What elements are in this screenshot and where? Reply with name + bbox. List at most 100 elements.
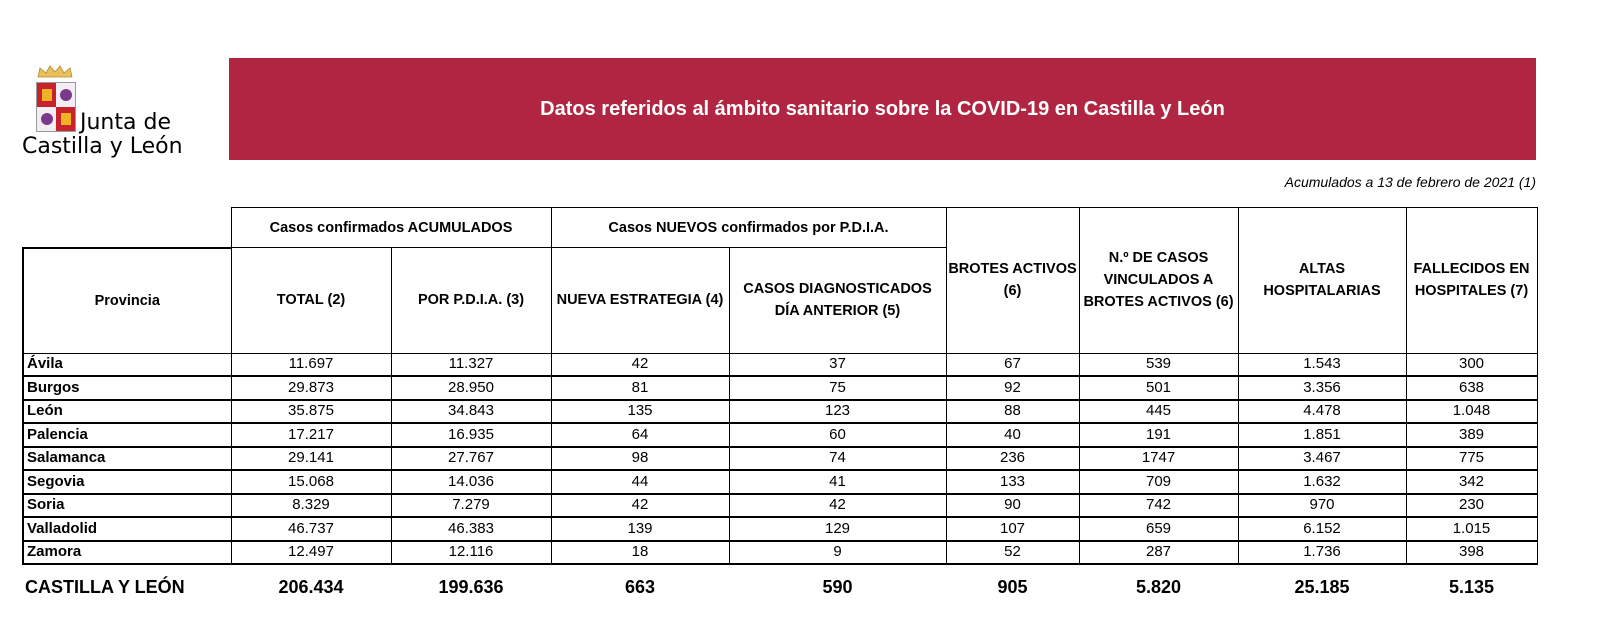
cell-altas: 1.632 — [1237, 469, 1407, 495]
cell-brotes: 88 — [945, 399, 1080, 424]
group-header-acumulados: Casos confirmados ACUMULADOS — [230, 207, 552, 248]
cell-provincia: Valladolid — [22, 516, 232, 542]
logo-text-line1: Junta de — [80, 110, 171, 135]
total-por-pdia: 199.636 — [438, 576, 504, 597]
col-header-fallecidos: FALLECIDOS EN HOSPITALES (7) — [1405, 207, 1538, 354]
date-note: Acumulados a 13 de febrero de 2021 (1) — [1284, 174, 1536, 190]
cell-nueva-estrategia: 81 — [550, 375, 730, 401]
table-row: Palencia 17.217 16.935 64 60 40 191 1.851 389 — [22, 422, 1538, 448]
cell-nueva-estrategia: 42 — [550, 352, 730, 377]
total-nueva-estrategia: 663 — [624, 576, 656, 597]
cell-casos-dia-anterior: 129 — [728, 516, 947, 542]
cell-fallecidos: 1.048 — [1405, 399, 1538, 424]
cell-por-pdia: 28.950 — [390, 375, 552, 401]
cell-total: 11.697 — [230, 352, 392, 377]
cell-total: 15.068 — [230, 469, 392, 495]
col-header-provincia: Provincia — [22, 246, 232, 354]
cell-casos-vinculados: 191 — [1078, 422, 1239, 448]
cell-provincia: Burgos — [22, 375, 232, 401]
cell-casos-vinculados: 287 — [1078, 540, 1239, 565]
col-header-total: TOTAL (2) — [230, 247, 392, 354]
coat-of-arms-icon — [36, 82, 76, 132]
col-header-brotes: BROTES ACTIVOS (6) — [945, 207, 1080, 354]
cell-por-pdia: 11.327 — [390, 352, 552, 377]
cell-fallecidos: 1.015 — [1405, 516, 1538, 542]
cell-brotes: 52 — [945, 540, 1080, 565]
cell-casos-dia-anterior: 42 — [728, 493, 947, 518]
cell-nueva-estrategia: 139 — [550, 516, 730, 542]
table-row: León 35.875 34.843 135 123 88 445 4.478 1.048 — [22, 399, 1538, 424]
group-header-nuevos: Casos NUEVOS confirmados por P.D.I.A. — [550, 207, 947, 248]
cell-casos-dia-anterior: 37 — [728, 352, 947, 377]
cell-casos-vinculados: 709 — [1078, 469, 1239, 495]
col-header-nueva-estrategia: NUEVA ESTRATEGIA (4) — [550, 247, 730, 354]
cell-fallecidos: 300 — [1405, 352, 1538, 377]
junta-logo: Junta de Castilla y León — [22, 64, 192, 160]
blank-corner — [23, 208, 231, 248]
crown-icon — [37, 65, 73, 78]
cell-por-pdia: 7.279 — [390, 493, 552, 518]
total-casos-dia-anterior: 590 — [822, 576, 853, 597]
cell-altas: 6.152 — [1237, 516, 1407, 542]
cell-casos-vinculados: 659 — [1078, 516, 1239, 542]
cell-casos-dia-anterior: 41 — [728, 469, 947, 495]
cell-por-pdia: 12.116 — [390, 540, 552, 565]
cell-altas: 970 — [1237, 493, 1407, 518]
table-row: Ávila 11.697 11.327 42 37 67 539 1.543 300 — [22, 352, 1538, 377]
cell-provincia: León — [22, 399, 232, 424]
total-fallecidos: 5.135 — [1448, 576, 1495, 597]
cell-brotes: 90 — [945, 493, 1080, 518]
cell-total: 29.873 — [230, 375, 392, 401]
cell-provincia: Segovia — [22, 469, 232, 495]
cell-total: 17.217 — [230, 422, 392, 448]
cell-casos-vinculados: 742 — [1078, 493, 1239, 518]
total-total: 206.434 — [278, 576, 344, 597]
cell-total: 35.875 — [230, 399, 392, 424]
total-casos-vinculados: 5.820 — [1135, 576, 1182, 597]
cell-casos-dia-anterior: 74 — [728, 446, 947, 471]
cell-brotes: 107 — [945, 516, 1080, 542]
cell-fallecidos: 638 — [1405, 375, 1538, 401]
table-row: Salamanca 29.141 27.767 98 74 236 1747 3.467 775 — [22, 446, 1538, 471]
cell-total: 8.329 — [230, 493, 392, 518]
col-header-por-pdia: POR P.D.I.A. (3) — [390, 247, 552, 354]
page-title-banner: Datos referidos al ámbito sanitario sobr… — [229, 58, 1536, 160]
cell-nueva-estrategia: 42 — [550, 493, 730, 518]
total-row: CASTILLA Y LEÓN 206.434 199.636 663 590 905 5.… — [23, 564, 1537, 605]
col-header-altas: ALTAS HOSPITALARIAS — [1237, 207, 1407, 354]
cell-casos-vinculados: 1747 — [1078, 446, 1239, 471]
cell-fallecidos: 775 — [1405, 446, 1538, 471]
cell-total: 29.141 — [230, 446, 392, 471]
cell-provincia: Zamora — [22, 540, 232, 565]
total-brotes: 905 — [997, 576, 1028, 597]
cell-casos-vinculados: 501 — [1078, 375, 1239, 401]
cell-provincia: Ávila — [22, 352, 232, 377]
covid-data-table: Casos confirmados ACUMULADOS Casos NUEVO… — [22, 207, 1538, 605]
cell-total: 46.737 — [230, 516, 392, 542]
cell-nueva-estrategia: 64 — [550, 422, 730, 448]
cell-altas: 3.467 — [1237, 446, 1407, 471]
table-row: Zamora 12.497 12.116 18 9 52 287 1.736 398 — [22, 540, 1538, 565]
cell-nueva-estrategia: 44 — [550, 469, 730, 495]
cell-fallecidos: 398 — [1405, 540, 1538, 565]
page-title: Datos referidos al ámbito sanitario sobr… — [540, 97, 1225, 120]
cell-brotes: 236 — [945, 446, 1080, 471]
cell-altas: 3.356 — [1237, 375, 1407, 401]
cell-altas: 1.736 — [1237, 540, 1407, 565]
cell-fallecidos: 230 — [1405, 493, 1538, 518]
table-row: Segovia 15.068 14.036 44 41 133 709 1.632 342 — [22, 469, 1538, 495]
cell-por-pdia: 16.935 — [390, 422, 552, 448]
cell-nueva-estrategia: 98 — [550, 446, 730, 471]
cell-brotes: 92 — [945, 375, 1080, 401]
cell-por-pdia: 34.843 — [390, 399, 552, 424]
table-row: Burgos 29.873 28.950 81 75 92 501 3.356 638 — [22, 375, 1538, 401]
logo-text-line2: Castilla y León — [22, 134, 183, 159]
cell-fallecidos: 389 — [1405, 422, 1538, 448]
col-header-casos-dia-anterior: CASOS DIAGNOSTICADOS DÍA ANTERIOR (5) — [728, 247, 947, 354]
cell-provincia: Salamanca — [22, 446, 232, 471]
total-altas: 25.185 — [1294, 576, 1350, 597]
cell-casos-vinculados: 539 — [1078, 352, 1239, 377]
cell-fallecidos: 342 — [1405, 469, 1538, 495]
cell-por-pdia: 46.383 — [390, 516, 552, 542]
cell-por-pdia: 14.036 — [390, 469, 552, 495]
